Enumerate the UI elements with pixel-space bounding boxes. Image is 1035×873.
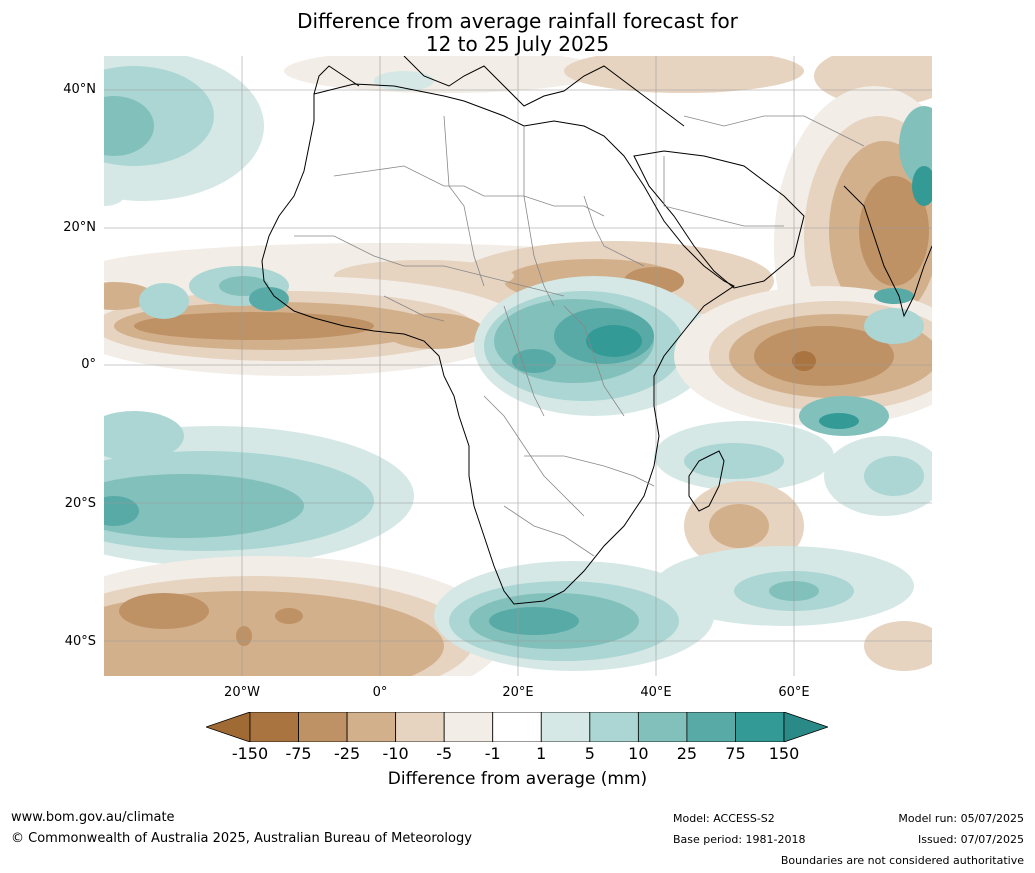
map-title-line1: Difference from average rainfall forecas… <box>297 9 738 33</box>
arabia-land <box>633 150 805 289</box>
legend-tick-label: -5 <box>436 744 453 763</box>
lon-label-20e: 20°E <box>502 685 534 700</box>
lon-label-60e: 60°E <box>778 685 810 700</box>
legend-tick-label: -25 <box>334 744 361 763</box>
lon-label-20w: 20°W <box>224 685 260 700</box>
europe-coast <box>313 56 685 127</box>
legend-tick-label: 10 <box>628 744 649 763</box>
south-atlantic-dry-anomaly <box>104 556 504 676</box>
legend-tick-label: -75 <box>285 744 312 763</box>
legend-tick-label: -1 <box>484 744 501 763</box>
lon-label-0: 0° <box>372 685 388 700</box>
graticule <box>104 56 932 676</box>
lat-label-40s: 40°S <box>64 634 96 649</box>
legend-tick-label: 150 <box>768 744 800 763</box>
legend-swatch <box>589 712 639 742</box>
europe-dry-anomaly <box>284 56 932 106</box>
legend-tick-label: -10 <box>382 744 409 763</box>
lat-label-0: 0° <box>81 357 96 372</box>
legend-title: Difference from average (mm) <box>387 769 648 789</box>
footer-copyright: © Commonwealth of Australia 2025, Austra… <box>11 831 472 846</box>
south-atlantic-wet-anomaly <box>104 411 414 566</box>
central-africa-wet-anomaly <box>474 276 714 416</box>
legend-swatch <box>443 712 494 742</box>
legend-swatch <box>492 712 542 742</box>
legend-tick-label: 5 <box>584 744 595 763</box>
legend-swatch <box>637 712 688 742</box>
south-indian-ocean-anomalies <box>654 421 932 671</box>
footer-issued: Issued: 07/07/2025 <box>917 833 1024 846</box>
legend-tick-label: -150 <box>231 744 269 763</box>
legend-colorbar <box>206 712 828 742</box>
legend-swatch <box>735 712 785 742</box>
legend-arrow-low <box>206 712 251 742</box>
footer-base-period: Base period: 1981-2018 <box>673 833 806 846</box>
legend-swatch <box>540 712 591 742</box>
footer-disclaimer: Boundaries are not considered authoritat… <box>780 854 1024 867</box>
legend-tick-label: 75 <box>725 744 746 763</box>
legend-arrow-high <box>783 712 828 742</box>
footer-model: Model: ACCESS-S2 <box>673 812 775 825</box>
lat-label-20s: 20°S <box>64 496 96 511</box>
legend-tick-label: 25 <box>676 744 698 763</box>
footer-website[interactable]: www.bom.gov.au/climate <box>11 810 175 825</box>
lon-label-40e: 40°E <box>640 685 672 700</box>
lat-label-20n: 20°N <box>63 220 96 235</box>
rainfall-anomaly-map <box>104 56 932 676</box>
country-borders <box>294 115 865 557</box>
madagascar-land <box>688 450 725 512</box>
africa-land <box>261 83 735 605</box>
gulf-of-guinea-dry-anomaly <box>104 276 524 376</box>
legend-swatch <box>346 712 397 742</box>
indian-ocean-dry-anomaly <box>674 286 932 436</box>
legend-tick-label: 1 <box>536 744 547 763</box>
legend-swatch <box>298 712 348 742</box>
ne-atlantic-wet-anomaly <box>104 56 264 206</box>
map-title-line2: 12 to 25 July 2025 <box>425 32 610 56</box>
lat-label-40n: 40°N <box>63 82 96 97</box>
legend-swatch <box>395 712 445 742</box>
footer-model-run: Model run: 05/07/2025 <box>898 812 1024 825</box>
legend-swatch <box>249 712 299 742</box>
india-land <box>843 185 932 318</box>
legend-swatch <box>686 712 736 742</box>
